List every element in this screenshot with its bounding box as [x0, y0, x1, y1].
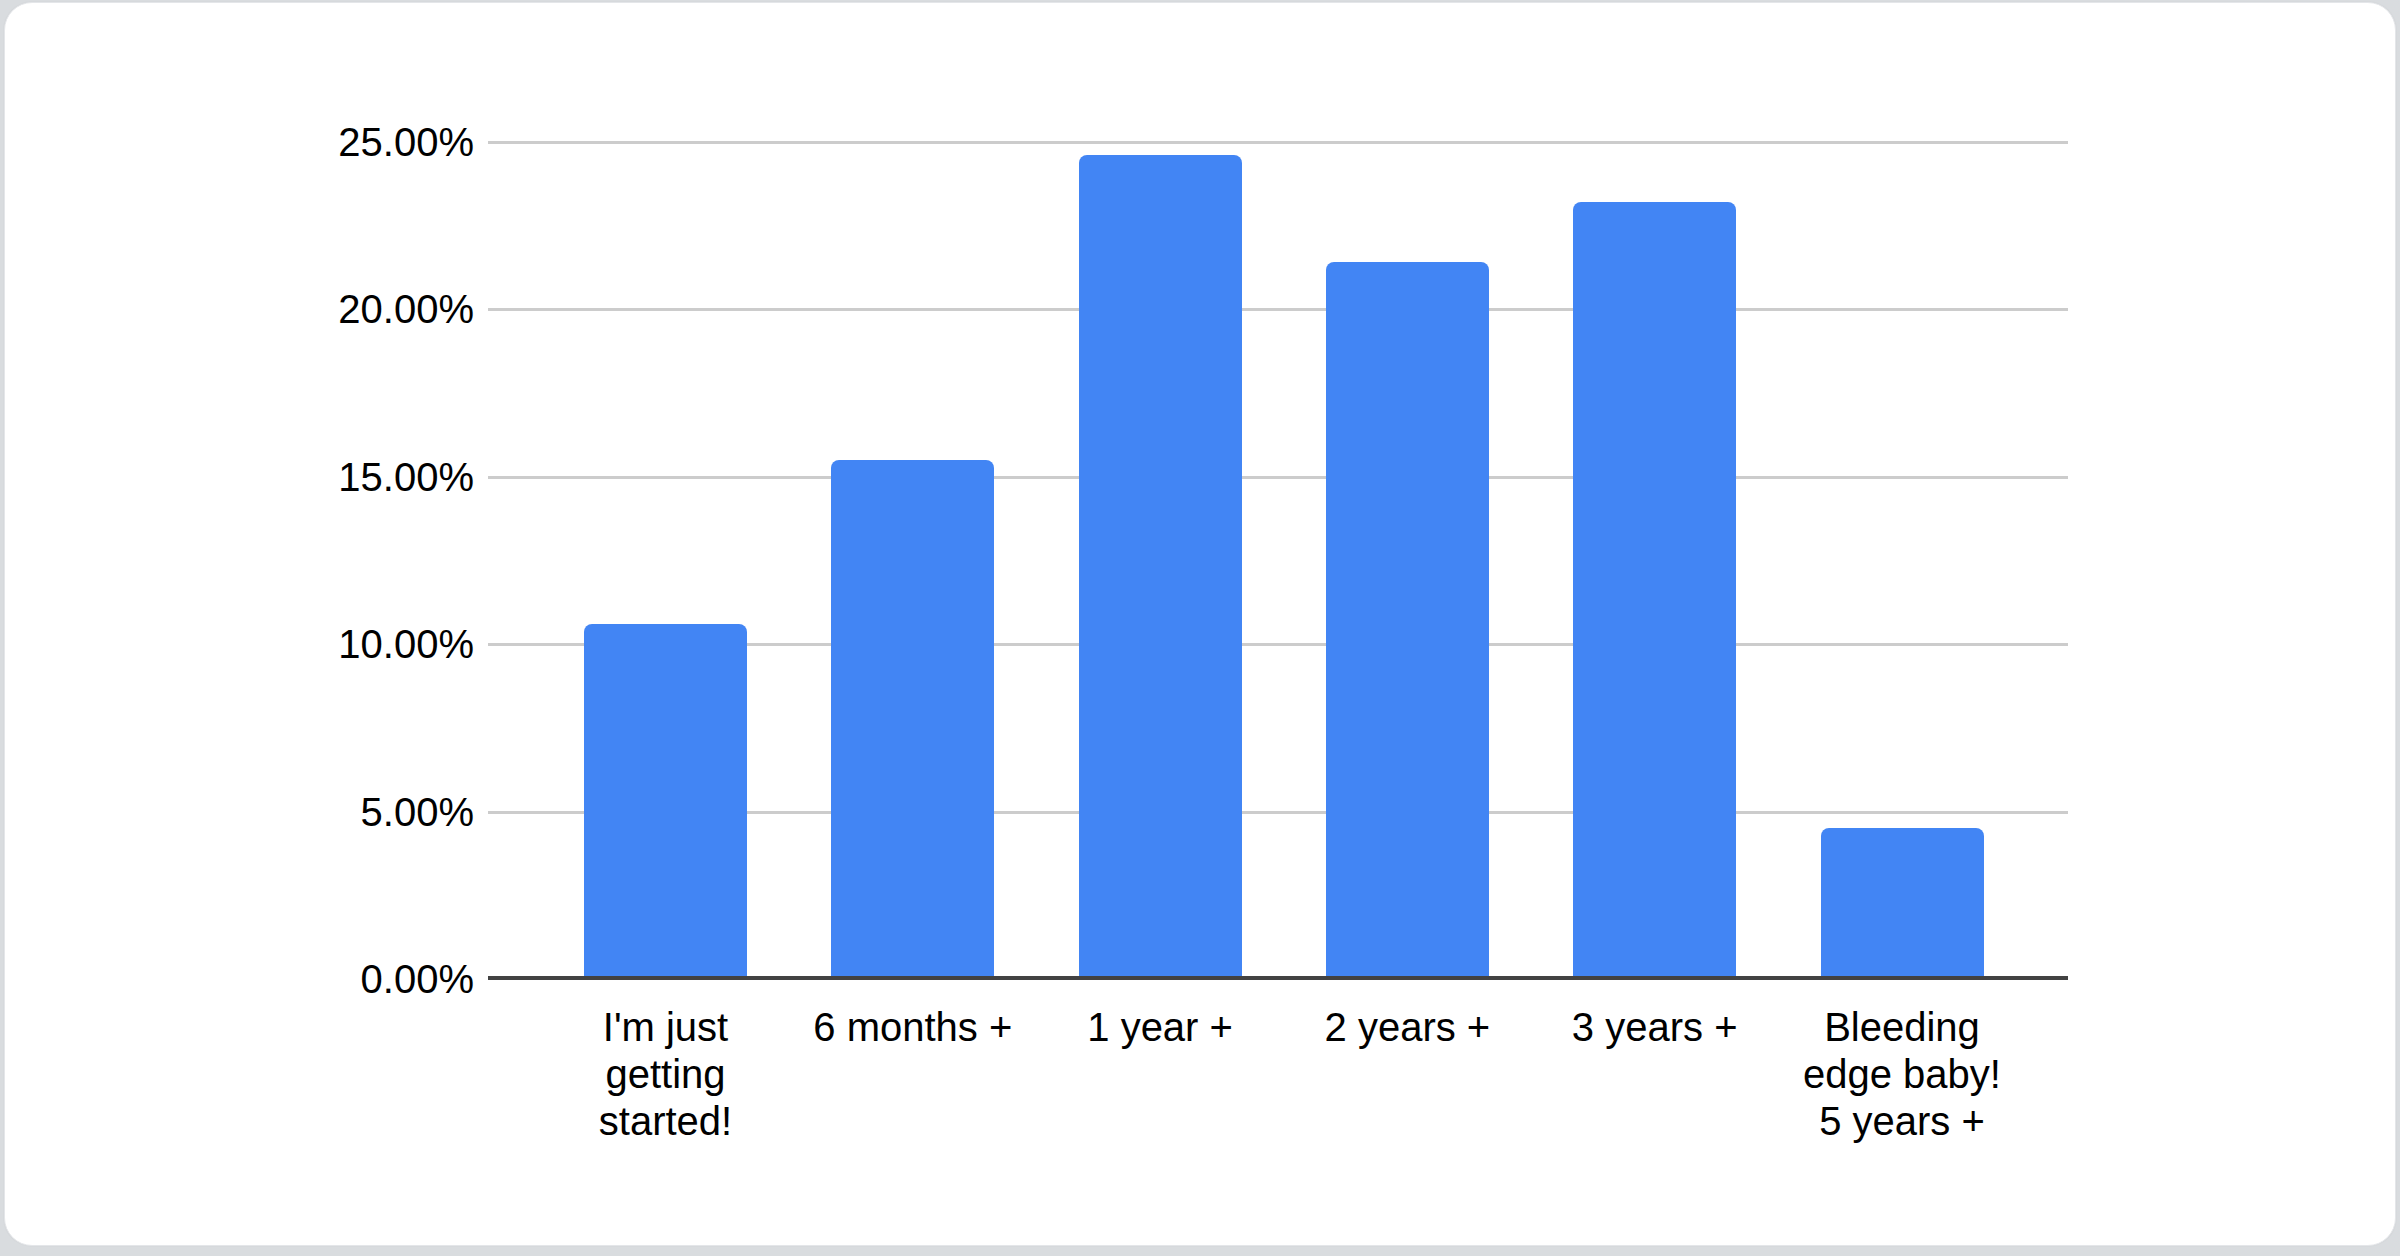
gridline-20.00% — [488, 308, 2068, 311]
y-axis-tick-label: 10.00% — [254, 620, 474, 668]
y-axis-tick-label: 0.00% — [254, 955, 474, 1003]
x-axis-label-line: getting — [506, 1051, 826, 1098]
x-axis-category-label: Bleedingedge baby!5 years + — [1742, 1004, 2062, 1145]
x-axis-label-line: started! — [506, 1098, 826, 1145]
x-axis-line — [488, 976, 2068, 980]
x-axis-label-line: Bleeding — [1742, 1004, 2062, 1051]
x-axis-label-line: 5 years + — [1742, 1098, 2062, 1145]
bar-6-months[interactable] — [831, 460, 994, 979]
y-axis-tick-label: 25.00% — [254, 118, 474, 166]
bar-2-years[interactable] — [1326, 262, 1489, 979]
bar-bleeding-edge-baby-5-years[interactable] — [1821, 828, 1984, 979]
y-axis-tick-label: 20.00% — [254, 285, 474, 333]
gridline-15.00% — [488, 476, 2068, 479]
x-axis-label-line: edge baby! — [1742, 1051, 2062, 1098]
gridline-25.00% — [488, 141, 2068, 144]
bar-i-m-just-getting-started[interactable] — [584, 624, 747, 979]
bar-chart: 0.00%5.00%10.00%15.00%20.00%25.00%I'm ju… — [5, 3, 2395, 1245]
bar-1-year[interactable] — [1079, 155, 1242, 979]
y-axis-tick-label: 15.00% — [254, 453, 474, 501]
bar-3-years[interactable] — [1573, 202, 1736, 979]
y-axis-tick-label: 5.00% — [254, 788, 474, 836]
chart-card: 0.00%5.00%10.00%15.00%20.00%25.00%I'm ju… — [4, 2, 2396, 1246]
